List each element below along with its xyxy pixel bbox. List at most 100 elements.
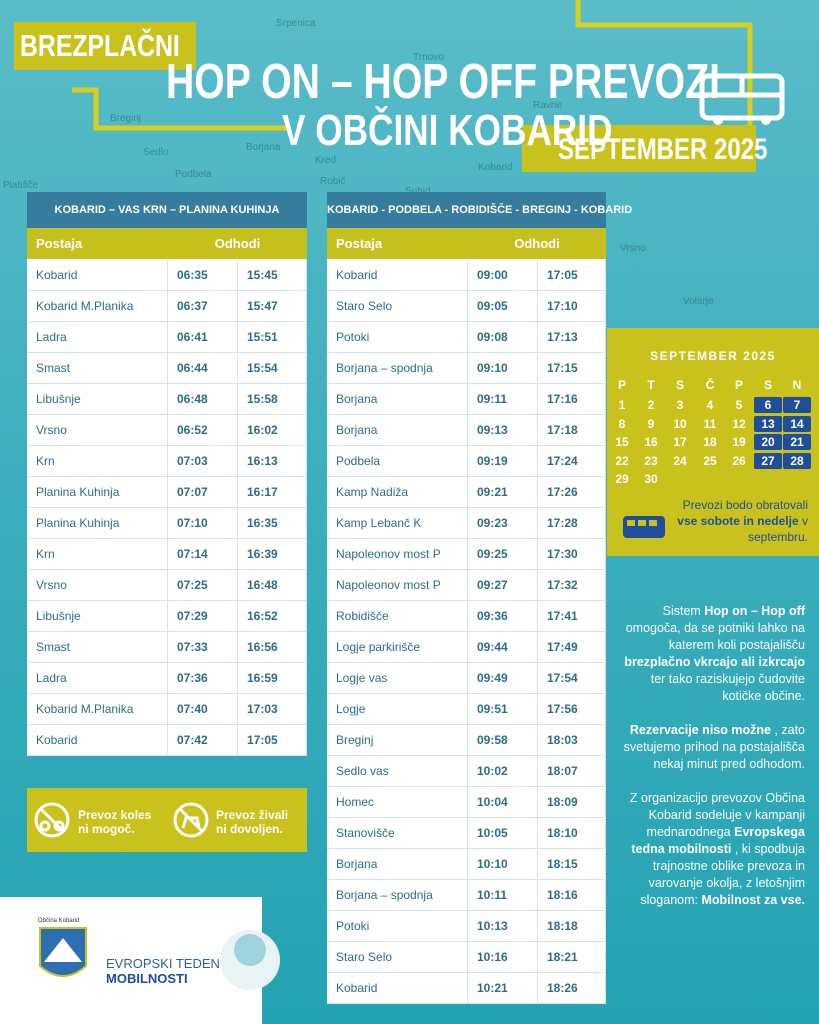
departure-time: 18:21 xyxy=(538,942,606,972)
stop-name: Robidišče xyxy=(327,601,468,631)
stop-name: Krn xyxy=(27,539,168,569)
departure-time: 09:49 xyxy=(468,663,538,693)
map-label: Borjana xyxy=(246,142,281,153)
departure-time: 09:58 xyxy=(468,725,538,755)
table-row: Kobarid 10:21 18:26 xyxy=(327,973,606,1004)
map-label: Sedlo xyxy=(143,147,169,158)
departure-time: 17:54 xyxy=(538,663,606,693)
departure-time: 07:07 xyxy=(168,477,238,507)
day: 3 xyxy=(676,398,684,412)
departure-time: 17:16 xyxy=(538,384,606,414)
title-line1: HOP ON – HOP OFF PREVOZI xyxy=(166,55,720,109)
no-pets-icon xyxy=(173,802,209,838)
stop-name: Napoleonov most P xyxy=(327,570,468,600)
departure-time: 18:16 xyxy=(538,880,606,910)
departure-time: 10:11 xyxy=(468,880,538,910)
departure-time: 17:26 xyxy=(538,477,606,507)
weekend-day: 20 xyxy=(754,434,782,450)
bold-text: Rezervacije niso možne xyxy=(629,723,771,737)
departure-time: 09:44 xyxy=(468,632,538,662)
bold-text: vse sobote in nedelje xyxy=(677,514,799,528)
table-row: Podbela 09:19 17:24 xyxy=(327,446,606,477)
map-label: Srpenica xyxy=(276,18,316,29)
info-paragraph: Rezervacije niso možne , zato svetujemo … xyxy=(610,722,805,773)
day: 15 xyxy=(615,435,629,449)
table-row: Smast 06:44 15:54 xyxy=(27,353,307,384)
departure-time: 16:59 xyxy=(238,663,307,693)
table-row: Ladra 06:41 15:51 xyxy=(27,322,307,353)
day: 1 xyxy=(618,398,626,412)
stop-name: Logje xyxy=(327,694,468,724)
departure-time: 17:24 xyxy=(538,446,606,476)
departure-time: 07:42 xyxy=(168,725,238,755)
departure-time: 06:44 xyxy=(168,353,238,383)
table-row: Logje vas 09:49 17:54 xyxy=(327,663,606,694)
departure-time: 10:05 xyxy=(468,818,538,848)
table-row: Ladra 07:36 16:59 xyxy=(27,663,307,694)
map-label: Suhid xyxy=(405,186,431,197)
departure-time: 06:37 xyxy=(168,291,238,321)
departure-time: 17:30 xyxy=(538,539,606,569)
stop-name: Smast xyxy=(27,353,168,383)
weekday: T xyxy=(647,378,655,392)
departure-time: 06:48 xyxy=(168,384,238,414)
departure-time: 10:16 xyxy=(468,942,538,972)
table-header: Postaja Odhodi xyxy=(27,228,307,260)
departure-time: 18:26 xyxy=(538,973,606,1003)
stop-name: Breginj xyxy=(327,725,468,755)
map-label: Kobarid xyxy=(478,162,513,173)
departure-time: 10:10 xyxy=(468,849,538,879)
departure-time: 16:13 xyxy=(238,446,307,476)
table-row: Borjana 09:13 17:18 xyxy=(327,415,606,446)
stop-name: Kobarid xyxy=(27,725,168,755)
stop-name: Kobarid xyxy=(327,260,468,290)
stop-name: Ladra xyxy=(27,663,168,693)
table-row: Planina Kuhinja 07:10 16:35 xyxy=(27,508,307,539)
table-row: Krn 07:03 16:13 xyxy=(27,446,307,477)
stop-name: Napoleonov most P xyxy=(327,539,468,569)
stop-name: Borjana xyxy=(327,849,468,879)
stop-name: Kobarid M.Planika xyxy=(27,694,168,724)
departure-time: 07:40 xyxy=(168,694,238,724)
notice-pets: Prevoz živali ni dovoljen. xyxy=(216,808,289,836)
departure-time: 07:29 xyxy=(168,601,238,631)
day: 18 xyxy=(703,435,717,449)
departure-time: 17:05 xyxy=(238,725,307,755)
weekend-day: 7 xyxy=(783,397,811,413)
weekend-day: 28 xyxy=(783,452,811,469)
departure-time: 16:52 xyxy=(238,601,307,631)
text: ter tako raziskujejo čudovite kotičke ob… xyxy=(650,672,805,703)
stop-name: Kamp Lebanč K xyxy=(327,508,468,538)
table-row: Stanovišče 10:05 18:10 xyxy=(327,818,606,849)
departure-time: 15:54 xyxy=(238,353,307,383)
departure-time: 17:32 xyxy=(538,570,606,600)
day: 16 xyxy=(644,435,658,449)
departure-time: 16:48 xyxy=(238,570,307,600)
table-row: Smast 07:33 16:56 xyxy=(27,632,307,663)
map-label: Trnovo xyxy=(413,52,444,63)
departure-time: 10:02 xyxy=(468,756,538,786)
stop-name: Sedlo vas xyxy=(327,756,468,786)
table-row: Logje 09:51 17:56 xyxy=(327,694,606,725)
departure-time: 09:51 xyxy=(468,694,538,724)
stop-name: Kobarid xyxy=(327,973,468,1003)
map-label: Podbela xyxy=(175,169,212,180)
table-row: Breginj 09:58 18:03 xyxy=(327,725,606,756)
table-row: Vrsno 07:25 16:48 xyxy=(27,570,307,601)
departure-time: 17:10 xyxy=(538,291,606,321)
month-box xyxy=(522,125,756,172)
departure-time: 07:33 xyxy=(168,632,238,662)
bold-text: Mobilnost za vse. xyxy=(701,893,806,907)
departure-time: 09:23 xyxy=(468,508,538,538)
departure-time: 09:36 xyxy=(468,601,538,631)
departure-time: 18:09 xyxy=(538,787,606,817)
stop-name: Kamp Nadiža xyxy=(327,477,468,507)
day: 8 xyxy=(618,416,626,431)
info-paragraph: Sistem Hop on – Hop off omogoča, da se p… xyxy=(610,603,805,705)
day: 12 xyxy=(732,416,746,431)
departure-time: 16:39 xyxy=(238,539,307,569)
map-label: Volarje xyxy=(683,296,714,307)
map-label: Breginj xyxy=(110,113,142,124)
departure-time: 07:14 xyxy=(168,539,238,569)
